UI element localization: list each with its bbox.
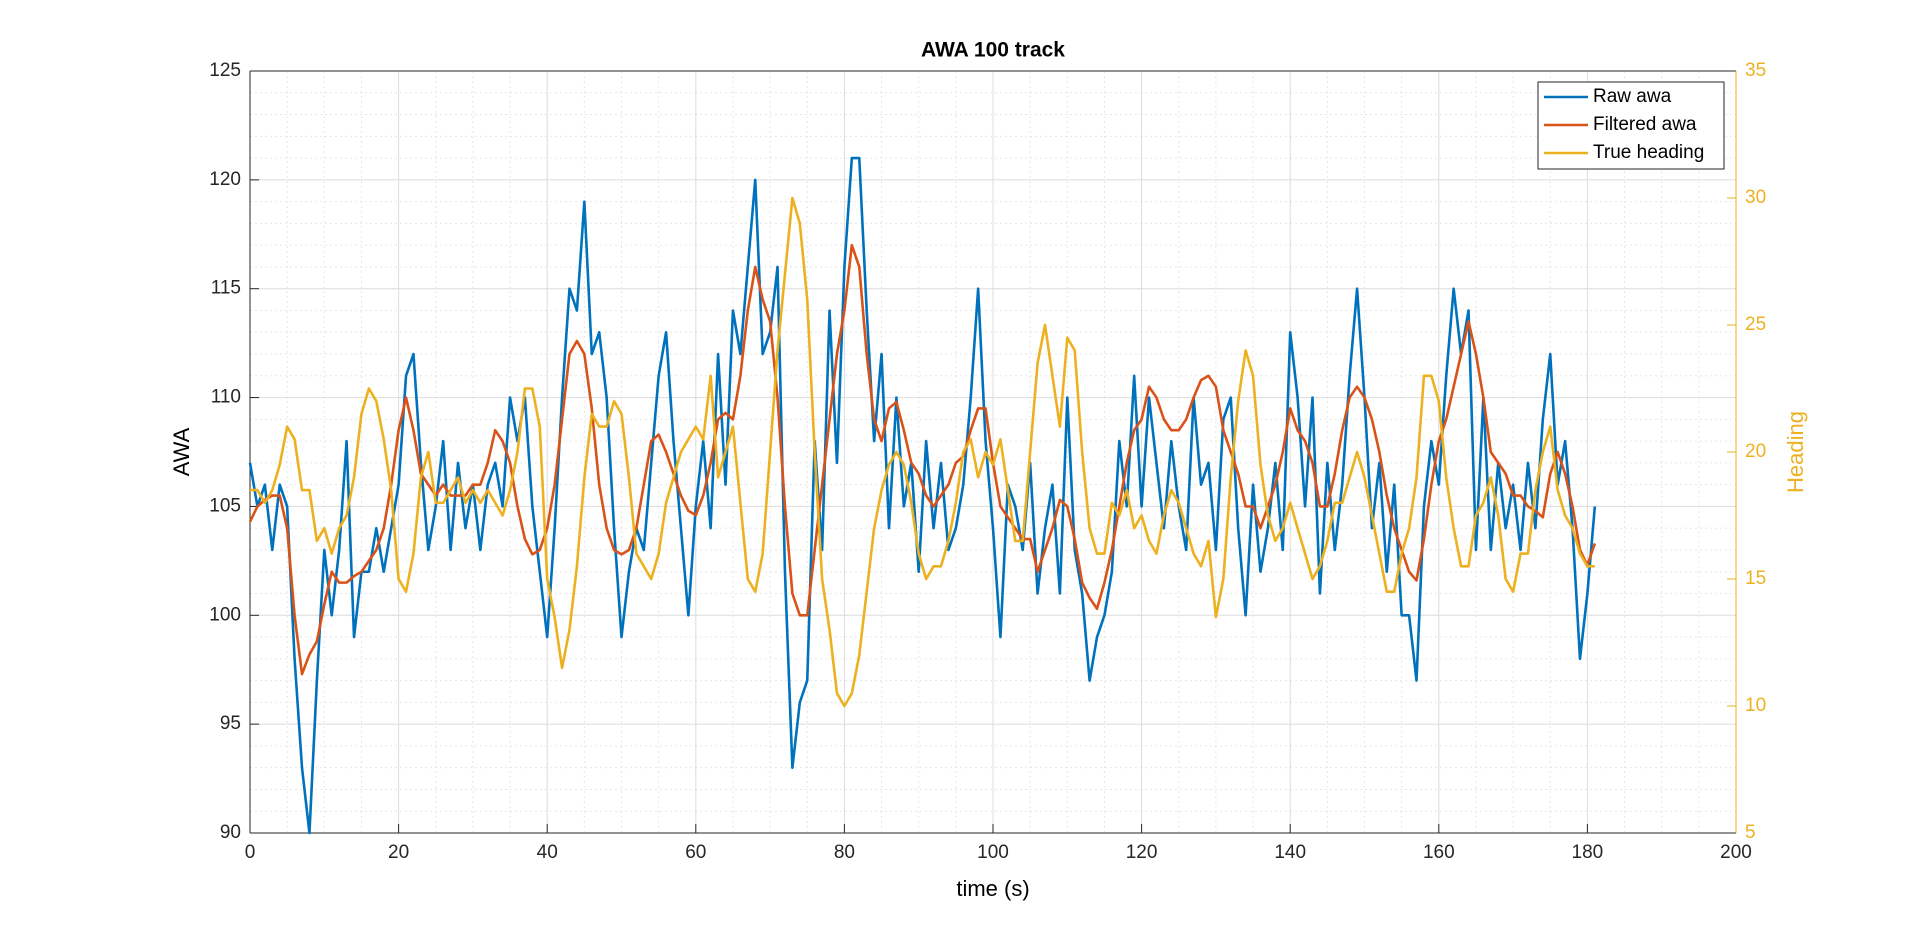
- x-tick-label: 160: [1423, 842, 1455, 863]
- y-tick-label: 120: [209, 169, 241, 190]
- y2-tick-label: 25: [1745, 314, 1766, 335]
- minor-grid: [250, 71, 1736, 833]
- legend-label: Filtered awa: [1593, 114, 1697, 135]
- x-tick-label: 80: [834, 842, 855, 863]
- y-tick-label: 110: [211, 387, 241, 408]
- chart-title: AWA 100 track: [921, 39, 1065, 62]
- x-tick-label: 0: [245, 842, 256, 863]
- legend-label: True heading: [1593, 142, 1704, 163]
- x-tick-label: 60: [685, 842, 706, 863]
- y2-tick-label: 20: [1745, 441, 1766, 462]
- y-axis-label: AWA: [169, 427, 194, 476]
- y2-tick-label: 30: [1745, 187, 1766, 208]
- y-tick-label: 115: [211, 278, 241, 299]
- y2-tick-label: 35: [1745, 60, 1766, 81]
- x-tick-label: 100: [977, 842, 1009, 863]
- x-tick-label: 40: [537, 842, 558, 863]
- y-tick-label: 100: [209, 604, 241, 625]
- y2-tick-label: 15: [1745, 568, 1766, 589]
- x-tick-label: 120: [1126, 842, 1158, 863]
- y2-axis-label: Heading: [1783, 411, 1808, 493]
- y-tick-label: 95: [220, 713, 241, 734]
- y-tick-label: 105: [209, 495, 241, 516]
- legend-label: Raw awa: [1593, 86, 1672, 107]
- legend: Raw awa Filtered awa True heading: [1537, 81, 1725, 170]
- data-line: [248, 243, 1597, 676]
- x-tick-label: 140: [1274, 842, 1306, 863]
- data-line: [250, 196, 1595, 708]
- x-tick-label: 200: [1720, 842, 1752, 863]
- x-tick-label: 20: [388, 842, 409, 863]
- y2-tick-label: 5: [1745, 822, 1756, 843]
- y2-tick-label: 10: [1745, 695, 1766, 716]
- y-tick-label: 125: [209, 60, 241, 81]
- x-axis-label: time (s): [956, 876, 1029, 901]
- x-tick-label: 180: [1572, 842, 1604, 863]
- y-tick-label: 90: [220, 822, 241, 843]
